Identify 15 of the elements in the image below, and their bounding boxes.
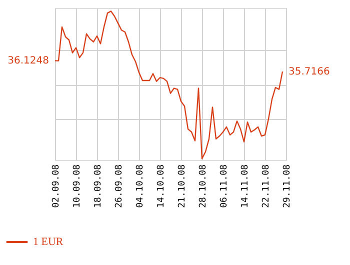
x-tick-label: 02.09.08 bbox=[52, 164, 62, 208]
x-tick-label: 26.09.08 bbox=[114, 164, 124, 208]
x-tick-label: 14.10.08 bbox=[156, 164, 166, 208]
x-tick-label: 18.09.08 bbox=[94, 164, 104, 208]
x-tick-label: 04.10.08 bbox=[136, 164, 146, 208]
legend-label: 1 EUR bbox=[33, 236, 64, 248]
x-tick-label: 06.11.08 bbox=[220, 164, 230, 208]
x-tick-label: 28.10.08 bbox=[198, 164, 208, 208]
x-tick-label: 21.10.08 bbox=[178, 164, 188, 208]
data-label: 35.7166 bbox=[288, 66, 330, 78]
x-tick-label: 10.09.08 bbox=[72, 164, 82, 208]
x-tick-label: 22.11.08 bbox=[262, 164, 272, 208]
x-tick-label: 29.11.08 bbox=[282, 164, 292, 208]
data-label: 36.1248 bbox=[8, 56, 49, 67]
x-tick-label: 14.11.08 bbox=[240, 164, 250, 208]
